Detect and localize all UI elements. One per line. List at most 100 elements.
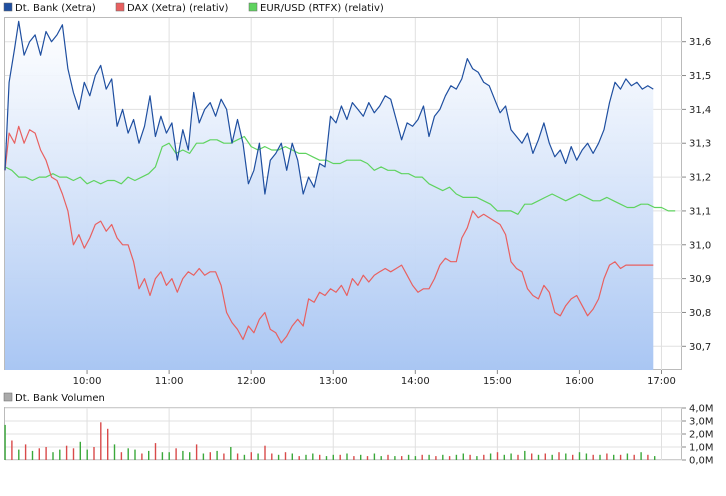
x-tick-label: 14:00 [401,376,430,387]
volume-y-tick-label: 1,0M [689,443,714,454]
volume-bar [558,452,560,460]
y-tick-label: 31,5 [689,71,711,82]
volume-y-tick-label: 3,0M [689,417,714,428]
x-tick-label: 12:00 [237,376,266,387]
volume-bar [448,456,451,460]
volume-bar [503,454,505,460]
x-tick-label: 16:00 [565,376,594,387]
volume-bar [86,449,88,460]
volume-y-axis: 0,0M 1,0M 2,0M 3,0M 4,0M [682,404,714,467]
volume-bar [175,448,177,460]
volume-bar [510,453,512,460]
volume-bar [305,454,307,460]
volume-bar [161,452,164,460]
dt-bank-area-fill [5,21,654,371]
legend-label-dax: DAX (Xetra) (relativ) [127,3,229,14]
y-tick-label: 30,9 [689,274,711,285]
x-tick-label: 11:00 [155,376,184,387]
volume-bar [291,453,293,460]
volume-bar [107,428,109,460]
volume-bar [38,448,40,460]
legend-item-eur-usd[interactable]: EUR/USD (RTFX) (relativ) [248,2,384,14]
price-area [5,21,654,371]
volume-bar [11,440,13,460]
volume-bar [4,424,6,460]
volume-bar [462,453,464,460]
price-lines [4,20,676,344]
volume-bar [585,453,588,460]
volume-bar [312,453,314,460]
volume-bar [366,456,369,460]
volume-bar [353,456,355,460]
volume-bar [633,454,635,460]
legend-swatch-eur-usd [248,2,258,12]
volume-bars [4,422,656,460]
legend-item-volume[interactable]: Dt. Bank Volumen [3,392,105,404]
volume-bar [599,454,601,460]
volume-bar [24,444,27,460]
volume-bar [469,454,471,460]
volume-bar [407,454,410,460]
volume-bar [332,454,334,460]
volume-bar [524,450,526,460]
legend-label-dt-bank: Dt. Bank (Xetra) [15,3,96,14]
legend-item-dax[interactable]: DAX (Xetra) (relativ) [115,2,229,14]
y-tick-label: 31,4 [689,105,711,116]
series-line-dt-bank-xetra [4,20,654,195]
volume-bar [45,447,47,460]
x-tick-label: 15:00 [483,376,512,387]
volume-y-tick-label: 4,0M [689,404,714,415]
volume-bar [565,453,567,460]
volume-bar [148,450,150,460]
volume-bar [606,453,608,460]
volume-bar [626,453,629,460]
price-y-axis: 30,7 30,8 30,9 31,0 31,1 31,2 31,3 31,4 31,5 31,6 [682,37,711,353]
volume-bar [640,452,642,460]
volume-bar [360,454,362,460]
volume-bar [578,452,581,460]
volume-bar [380,456,382,460]
volume-bar [154,443,157,460]
volume-bar [195,444,198,460]
volume-bar [346,453,348,460]
y-tick-label: 31,0 [689,240,711,251]
volume-bar [455,454,458,460]
volume-bar [319,454,321,460]
volume-bar [619,454,622,460]
volume-bar [52,452,54,460]
volume-bar [551,454,553,460]
y-tick-label: 31,1 [689,206,711,217]
volume-bar [592,454,594,460]
x-tick-label: 17:00 [647,376,676,387]
volume-bar [476,456,478,460]
volume-bar [339,454,341,460]
volume-bar [250,452,252,460]
y-tick-label: 31,6 [689,37,711,48]
volume-bar [421,454,423,460]
legend-item-dt-bank[interactable]: Dt. Bank (Xetra) [3,2,96,14]
volume-bar [264,445,266,460]
volume-bar [202,453,205,460]
volume-bar [496,452,499,460]
volume-bar [141,453,143,460]
volume-grid [5,407,682,461]
volume-y-tick-label: 0,0M [689,456,714,467]
volume-bar [120,452,123,460]
volume-bar [72,448,75,460]
x-tick-label: 10:00 [73,376,102,387]
volume-bar [654,456,656,460]
volume-bar [79,441,81,460]
volume-bar [168,452,170,460]
volume-bar [428,454,430,460]
volume-bar [394,456,396,460]
legend-label-eur-usd: EUR/USD (RTFX) (relativ) [260,3,384,14]
volume-bar [216,450,218,460]
legend-swatch-volume [3,392,13,402]
y-tick-label: 30,7 [689,342,711,353]
y-tick-label: 31,3 [689,139,711,150]
volume-bar [18,449,20,460]
volume-bar [442,454,444,460]
volume-bar [387,454,389,460]
volume-bar [223,453,225,460]
